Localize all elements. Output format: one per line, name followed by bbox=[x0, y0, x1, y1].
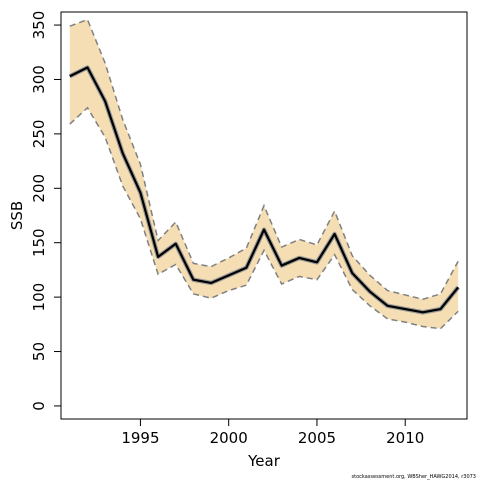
confidence-band bbox=[69, 19, 459, 329]
y-tick-label: 300 bbox=[30, 65, 48, 94]
footer-credit: stockassessment.org, WBSher_HAWG2014, r3… bbox=[352, 474, 476, 480]
y-tick-label: 100 bbox=[30, 283, 48, 312]
y-axis-title: SSB bbox=[8, 201, 26, 230]
y-tick-label: 350 bbox=[30, 11, 48, 40]
upper-bound-line bbox=[69, 18, 459, 301]
lower-bound-line bbox=[69, 106, 459, 330]
y-tick-label: 200 bbox=[30, 174, 48, 203]
y-tick-label: 250 bbox=[30, 120, 48, 149]
x-tick-label: 2000 bbox=[210, 429, 248, 447]
x-tick-label: 2005 bbox=[298, 429, 336, 447]
plot-frame bbox=[60, 11, 468, 420]
estimate-line bbox=[69, 66, 460, 314]
x-tick-label: 1995 bbox=[121, 429, 159, 447]
y-tick-label: 0 bbox=[30, 401, 48, 411]
x-tick-label: 2010 bbox=[386, 429, 424, 447]
x-axis-title: Year bbox=[247, 452, 281, 470]
y-tick-label: 50 bbox=[30, 342, 48, 361]
y-tick-label: 150 bbox=[30, 228, 48, 257]
